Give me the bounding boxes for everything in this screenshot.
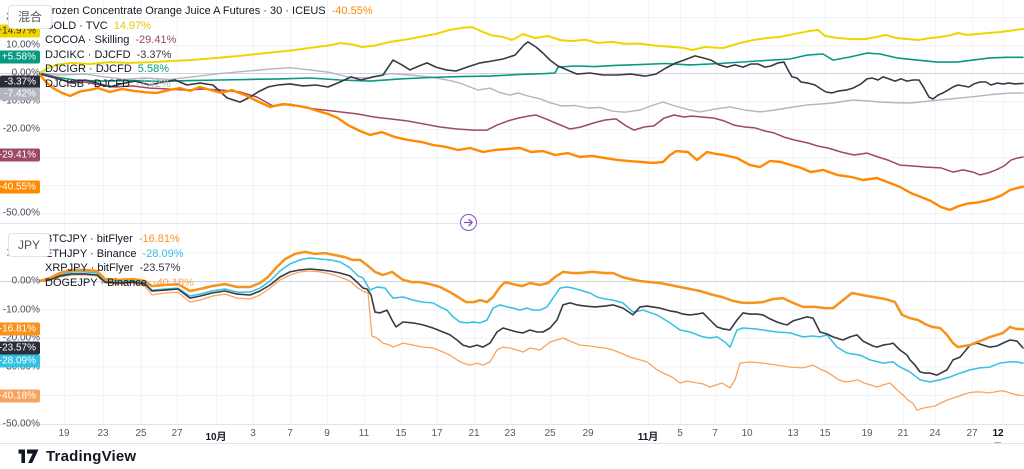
price-badge: -23.57% (0, 341, 40, 355)
legend-change-value: -23.57% (139, 262, 181, 275)
blend-scale-button[interactable]: 混合 (8, 5, 53, 29)
legend-change-value: -29.41% (135, 34, 177, 47)
tradingview-logo-icon[interactable] (18, 449, 39, 464)
time-tick: 11月 (637, 432, 659, 443)
time-tick: 24 (929, 428, 941, 439)
price-badge: -7.42% (0, 87, 40, 101)
time-tick: 10 (741, 428, 753, 439)
legend-item[interactable]: Frozen Concentrate Orange Juice A Future… (45, 4, 373, 19)
axis-label: -50.00% (2, 207, 40, 219)
axis-label: -20.00% (2, 123, 40, 135)
axis-label: -50.00% (2, 418, 40, 429)
time-tick: 23 (504, 428, 516, 439)
legend-symbol: GOLD · TVC (45, 19, 108, 32)
series-line-fcoj[interactable] (38, 73, 1024, 212)
legend-item[interactable]: DOGEJPY · Binance -40.18% (45, 276, 194, 291)
arrow-right-circle-icon[interactable] (460, 214, 477, 231)
time-axis-border (0, 424, 1024, 425)
legend-item[interactable]: DJCIKC · DJCFD -3.37% (45, 48, 373, 63)
price-badge: -40.18% (0, 389, 40, 402)
legend-change-value: -40.55% (331, 5, 373, 17)
axis-label: -20.00% (2, 332, 40, 344)
time-tick: 10月 (205, 432, 227, 443)
legend-crypto: BTCJPY · bitFlyer -16.81% ETHJPY · Binance… (45, 232, 194, 290)
legend-symbol: XRPJPY · bitFlyer (45, 262, 134, 275)
axis-label: 10.00% (6, 39, 40, 51)
time-tick: 3 (250, 428, 256, 439)
legend-symbol: BTCJPY · bitFlyer (45, 233, 133, 245)
time-tick: 11 (358, 428, 370, 439)
time-tick: 15 (819, 428, 831, 439)
legend-symbol: COCOA · Skilling (45, 34, 130, 47)
price-badge: -16.81% (0, 322, 40, 336)
time-tick: 7 (712, 428, 718, 439)
time-tick: 27 (171, 428, 183, 439)
time-tick: 5 (677, 428, 683, 439)
time-tick: 25 (544, 428, 556, 439)
series-line-djcikc[interactable] (39, 41, 1024, 103)
time-tick: 17 (431, 428, 443, 439)
series-line-xrpjpy[interactable] (39, 268, 1024, 376)
time-tick: 13 (787, 428, 799, 439)
series-line-gold[interactable] (39, 26, 1024, 74)
price-badge: -28.09% (0, 354, 40, 368)
legend-symbol: DOGEJPY · Binance (45, 276, 147, 289)
axis-label: -10.00% (2, 304, 40, 315)
legend-change-value: 14.97% (113, 19, 152, 32)
legend-commodities: Frozen Concentrate Orange Juice A Future… (45, 4, 373, 92)
axis-label: -10.00% (2, 95, 40, 107)
legend-item[interactable]: COCOA · Skilling -29.41% (45, 33, 373, 48)
legend-item[interactable]: ETHJPY · Binance -28.09% (45, 247, 194, 262)
price-badge: -29.41% (0, 148, 40, 162)
legend-change-value: -16.81% (138, 233, 180, 245)
legend-change-value: -3.37% (136, 48, 172, 61)
footer-bar: TradingView (0, 443, 1024, 469)
legend-symbol: DJCIKC · DJCFD (45, 48, 131, 61)
legend-item[interactable]: XRPJPY · bitFlyer -23.57% (45, 261, 194, 276)
price-badge: -3.37% (0, 75, 40, 89)
legend-item[interactable]: BTCJPY · bitFlyer -16.81% (45, 232, 194, 247)
legend-change-value: -28.09% (142, 247, 184, 260)
time-tick: 15 (395, 428, 407, 439)
time-tick: 21 (468, 428, 480, 439)
series-line-djcigr[interactable] (39, 52, 1024, 83)
time-tick: 27 (966, 428, 978, 439)
time-tick: 23 (97, 428, 109, 439)
price-badge: +5.58% (0, 50, 40, 64)
time-tick: 19 (58, 428, 70, 439)
time-tick: 25 (135, 428, 147, 439)
series-line-dogejpy[interactable] (39, 270, 1024, 411)
series-line-djcisb[interactable] (39, 66, 1024, 113)
chart-canvas[interactable] (0, 0, 1024, 424)
series-line-ethjpy[interactable] (39, 257, 1024, 383)
series-line-btcjpy[interactable] (38, 250, 1024, 349)
legend-change-value: 5.58% (137, 63, 169, 76)
price-badge: -40.55% (0, 180, 40, 194)
jpy-scale-button[interactable]: JPY (8, 233, 51, 257)
legend-item[interactable]: DJCISB · DJCFD -7.42% (45, 77, 373, 92)
legend-symbol: DJCIGR · DJCFD (45, 63, 132, 76)
legend-symbol: DJCISB · DJCFD (45, 77, 130, 90)
time-tick: 7 (287, 428, 293, 439)
legend-item[interactable]: GOLD · TVC 14.97% (45, 19, 373, 34)
legend-symbol: Frozen Concentrate Orange Juice A Future… (45, 5, 326, 17)
pane-divider[interactable] (0, 223, 1024, 224)
axis-label: 0.00% (11, 275, 40, 287)
legend-item[interactable]: DJCIGR · DJCFD 5.58% (45, 62, 373, 77)
legend-symbol: ETHJPY · Binance (45, 247, 137, 260)
time-tick: 21 (897, 428, 909, 439)
legend-change-value: -40.18% (152, 276, 194, 289)
legend-change-value: -7.42% (135, 77, 171, 90)
time-tick: 19 (861, 428, 873, 439)
brand-text[interactable]: TradingView (46, 448, 137, 465)
time-tick: 29 (582, 428, 594, 439)
time-tick: 9 (324, 428, 330, 439)
axis-label: 0.00% (11, 67, 40, 79)
series-line-cocoa[interactable] (39, 73, 1024, 176)
